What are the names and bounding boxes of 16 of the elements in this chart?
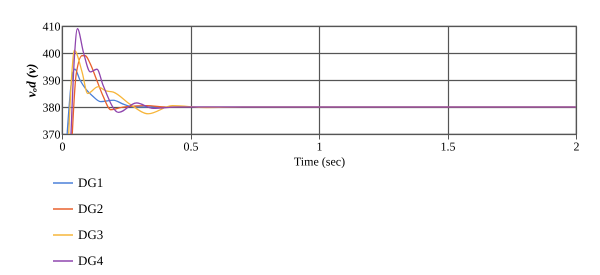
x-tick-label: 0 [60, 140, 66, 154]
legend-label: DG1 [78, 175, 104, 190]
y-tick-label: 390 [42, 74, 60, 88]
y-tick-label: 410 [42, 20, 60, 34]
y-tick-label: 400 [42, 46, 60, 60]
y-tick-label: 380 [42, 100, 60, 114]
legend-label: DG4 [78, 253, 104, 268]
x-axis-title: Time (sec) [294, 154, 346, 168]
x-tick-label: 1 [316, 140, 322, 154]
y-axis-title: vₒd (v) [24, 64, 38, 98]
legend-label: DG3 [78, 227, 104, 242]
x-tick-label: 0.5 [184, 140, 198, 154]
y-tick-label: 370 [42, 128, 60, 142]
x-tick-label: 1.5 [440, 140, 456, 154]
legend-label: DG2 [78, 201, 104, 216]
x-tick-label: 2 [574, 140, 580, 154]
